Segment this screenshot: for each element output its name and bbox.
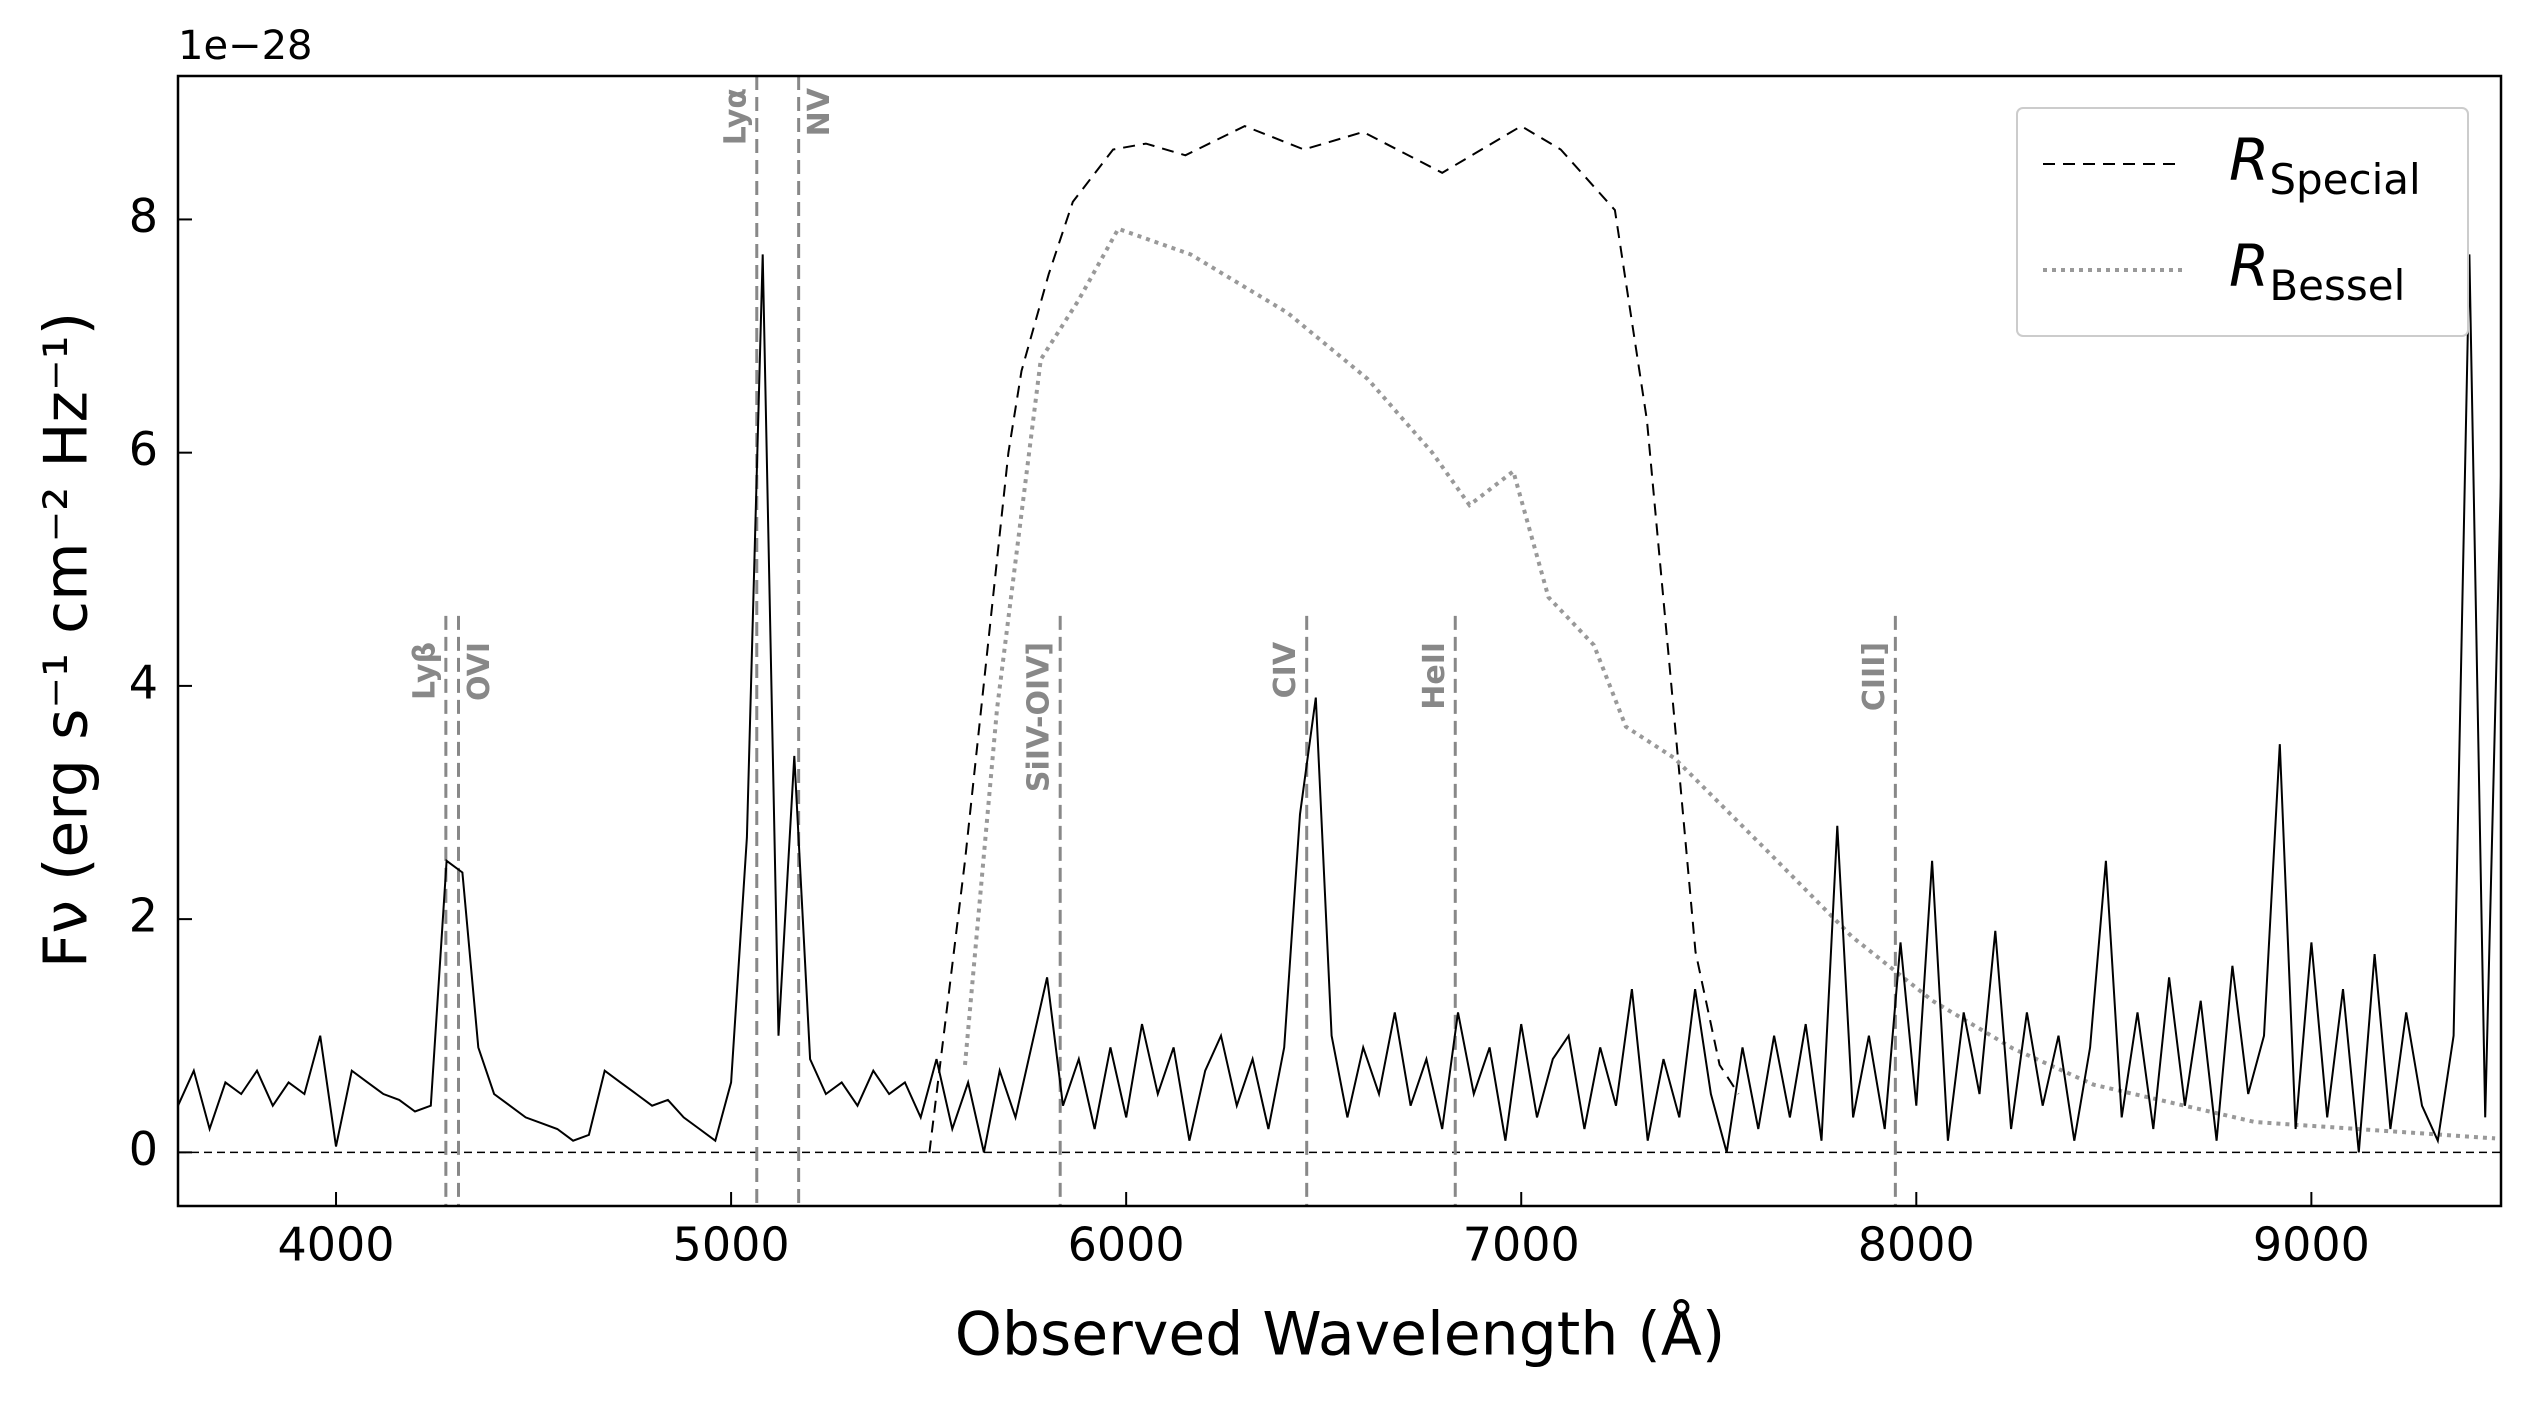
emission-line-label: CIII] bbox=[1857, 642, 1892, 711]
spectrum-line bbox=[178, 254, 2501, 1153]
y-axis-label: Fν (erg s⁻¹ cm⁻² Hz⁻¹) bbox=[32, 312, 102, 968]
legend-label: RBessel bbox=[2229, 232, 2405, 309]
y-tick-label: 8 bbox=[129, 189, 158, 243]
offset-text: 1e−28 bbox=[178, 23, 312, 69]
emission-line-label: NV bbox=[802, 87, 837, 136]
x-axis-label: Observed Wavelength (Å) bbox=[955, 1299, 1726, 1370]
emission-line-label: SiIV-OIV] bbox=[1022, 642, 1057, 792]
x-tick-label: 7000 bbox=[1463, 1218, 1580, 1272]
x-tick-label: 5000 bbox=[673, 1218, 790, 1272]
plot-area bbox=[178, 76, 2501, 1206]
emission-line-label: HeII bbox=[1417, 642, 1452, 710]
legend-subscript: Bessel bbox=[2269, 261, 2405, 310]
x-tick-label: 6000 bbox=[1068, 1218, 1185, 1272]
y-tick-label: 0 bbox=[129, 1122, 158, 1176]
filter-curve bbox=[928, 124, 1740, 1153]
y-tick-label: 2 bbox=[129, 889, 158, 943]
x-tick-label: 4000 bbox=[277, 1218, 394, 1272]
legend-name: R bbox=[2229, 126, 2269, 194]
x-tick-label: 9000 bbox=[2253, 1218, 2370, 1272]
legend-name: R bbox=[2229, 232, 2269, 300]
plot-frame bbox=[176, 74, 2503, 1208]
emission-line-label: Lyβ bbox=[407, 642, 442, 700]
emission-line-label: OVI bbox=[462, 642, 497, 701]
y-tick-label: 4 bbox=[129, 655, 158, 709]
y-tick-label: 6 bbox=[129, 422, 158, 476]
x-tick-label: 8000 bbox=[1858, 1218, 1975, 1272]
legend-subscript: Special bbox=[2269, 155, 2420, 204]
emission-line-label: CIV bbox=[1268, 641, 1303, 698]
legend-label: RSpecial bbox=[2229, 126, 2421, 203]
emission-line-label: Lyα bbox=[718, 88, 753, 145]
filter-curve bbox=[963, 226, 2496, 1141]
